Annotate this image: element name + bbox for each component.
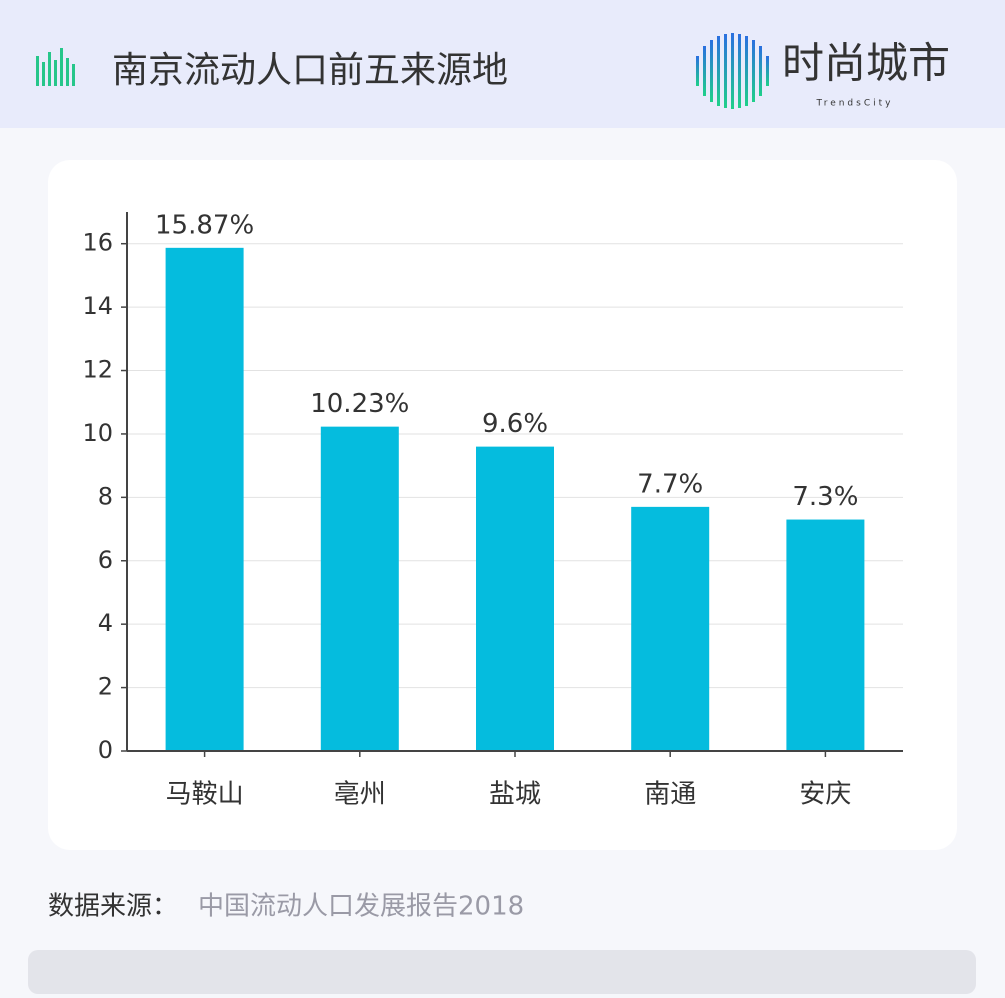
value-label: 10.23% <box>310 389 409 419</box>
logo-subtext: TrendsCity <box>816 99 894 109</box>
y-tick-label: 6 <box>98 546 113 574</box>
header-icon <box>36 48 75 86</box>
y-tick-label: 8 <box>98 482 113 510</box>
source-label: 数据来源： <box>48 892 178 922</box>
title: 南京流动人口前五来源地 <box>112 50 508 91</box>
x-tick-label: 亳州 <box>334 780 386 810</box>
logo-icon <box>696 33 769 109</box>
bar <box>786 519 865 751</box>
y-tick-label: 16 <box>82 229 113 257</box>
bar <box>320 426 399 751</box>
bar <box>165 247 244 752</box>
x-tick-label: 马鞍山 <box>166 780 244 810</box>
bar <box>631 506 710 751</box>
value-label: 7.3% <box>792 482 858 512</box>
y-tick-label: 2 <box>98 673 113 701</box>
value-label: 7.7% <box>637 469 703 499</box>
y-tick-label: 14 <box>82 292 113 320</box>
x-tick-label: 安庆 <box>799 780 851 810</box>
y-tick-label: 12 <box>82 356 113 384</box>
bottom-shadow <box>28 950 976 994</box>
y-tick-label: 4 <box>98 609 113 637</box>
source-text: 中国流动人口发展报告2018 <box>198 892 524 922</box>
value-label: 15.87% <box>155 210 254 240</box>
x-tick-label: 盐城 <box>489 780 541 810</box>
bar <box>476 446 554 751</box>
y-tick-label: 10 <box>82 419 113 447</box>
x-tick-label: 南通 <box>644 780 696 810</box>
value-label: 9.6% <box>482 409 548 439</box>
header-bar <box>0 0 1005 128</box>
logo-text: 时尚城市 <box>782 39 950 88</box>
y-tick-label: 0 <box>98 736 113 764</box>
